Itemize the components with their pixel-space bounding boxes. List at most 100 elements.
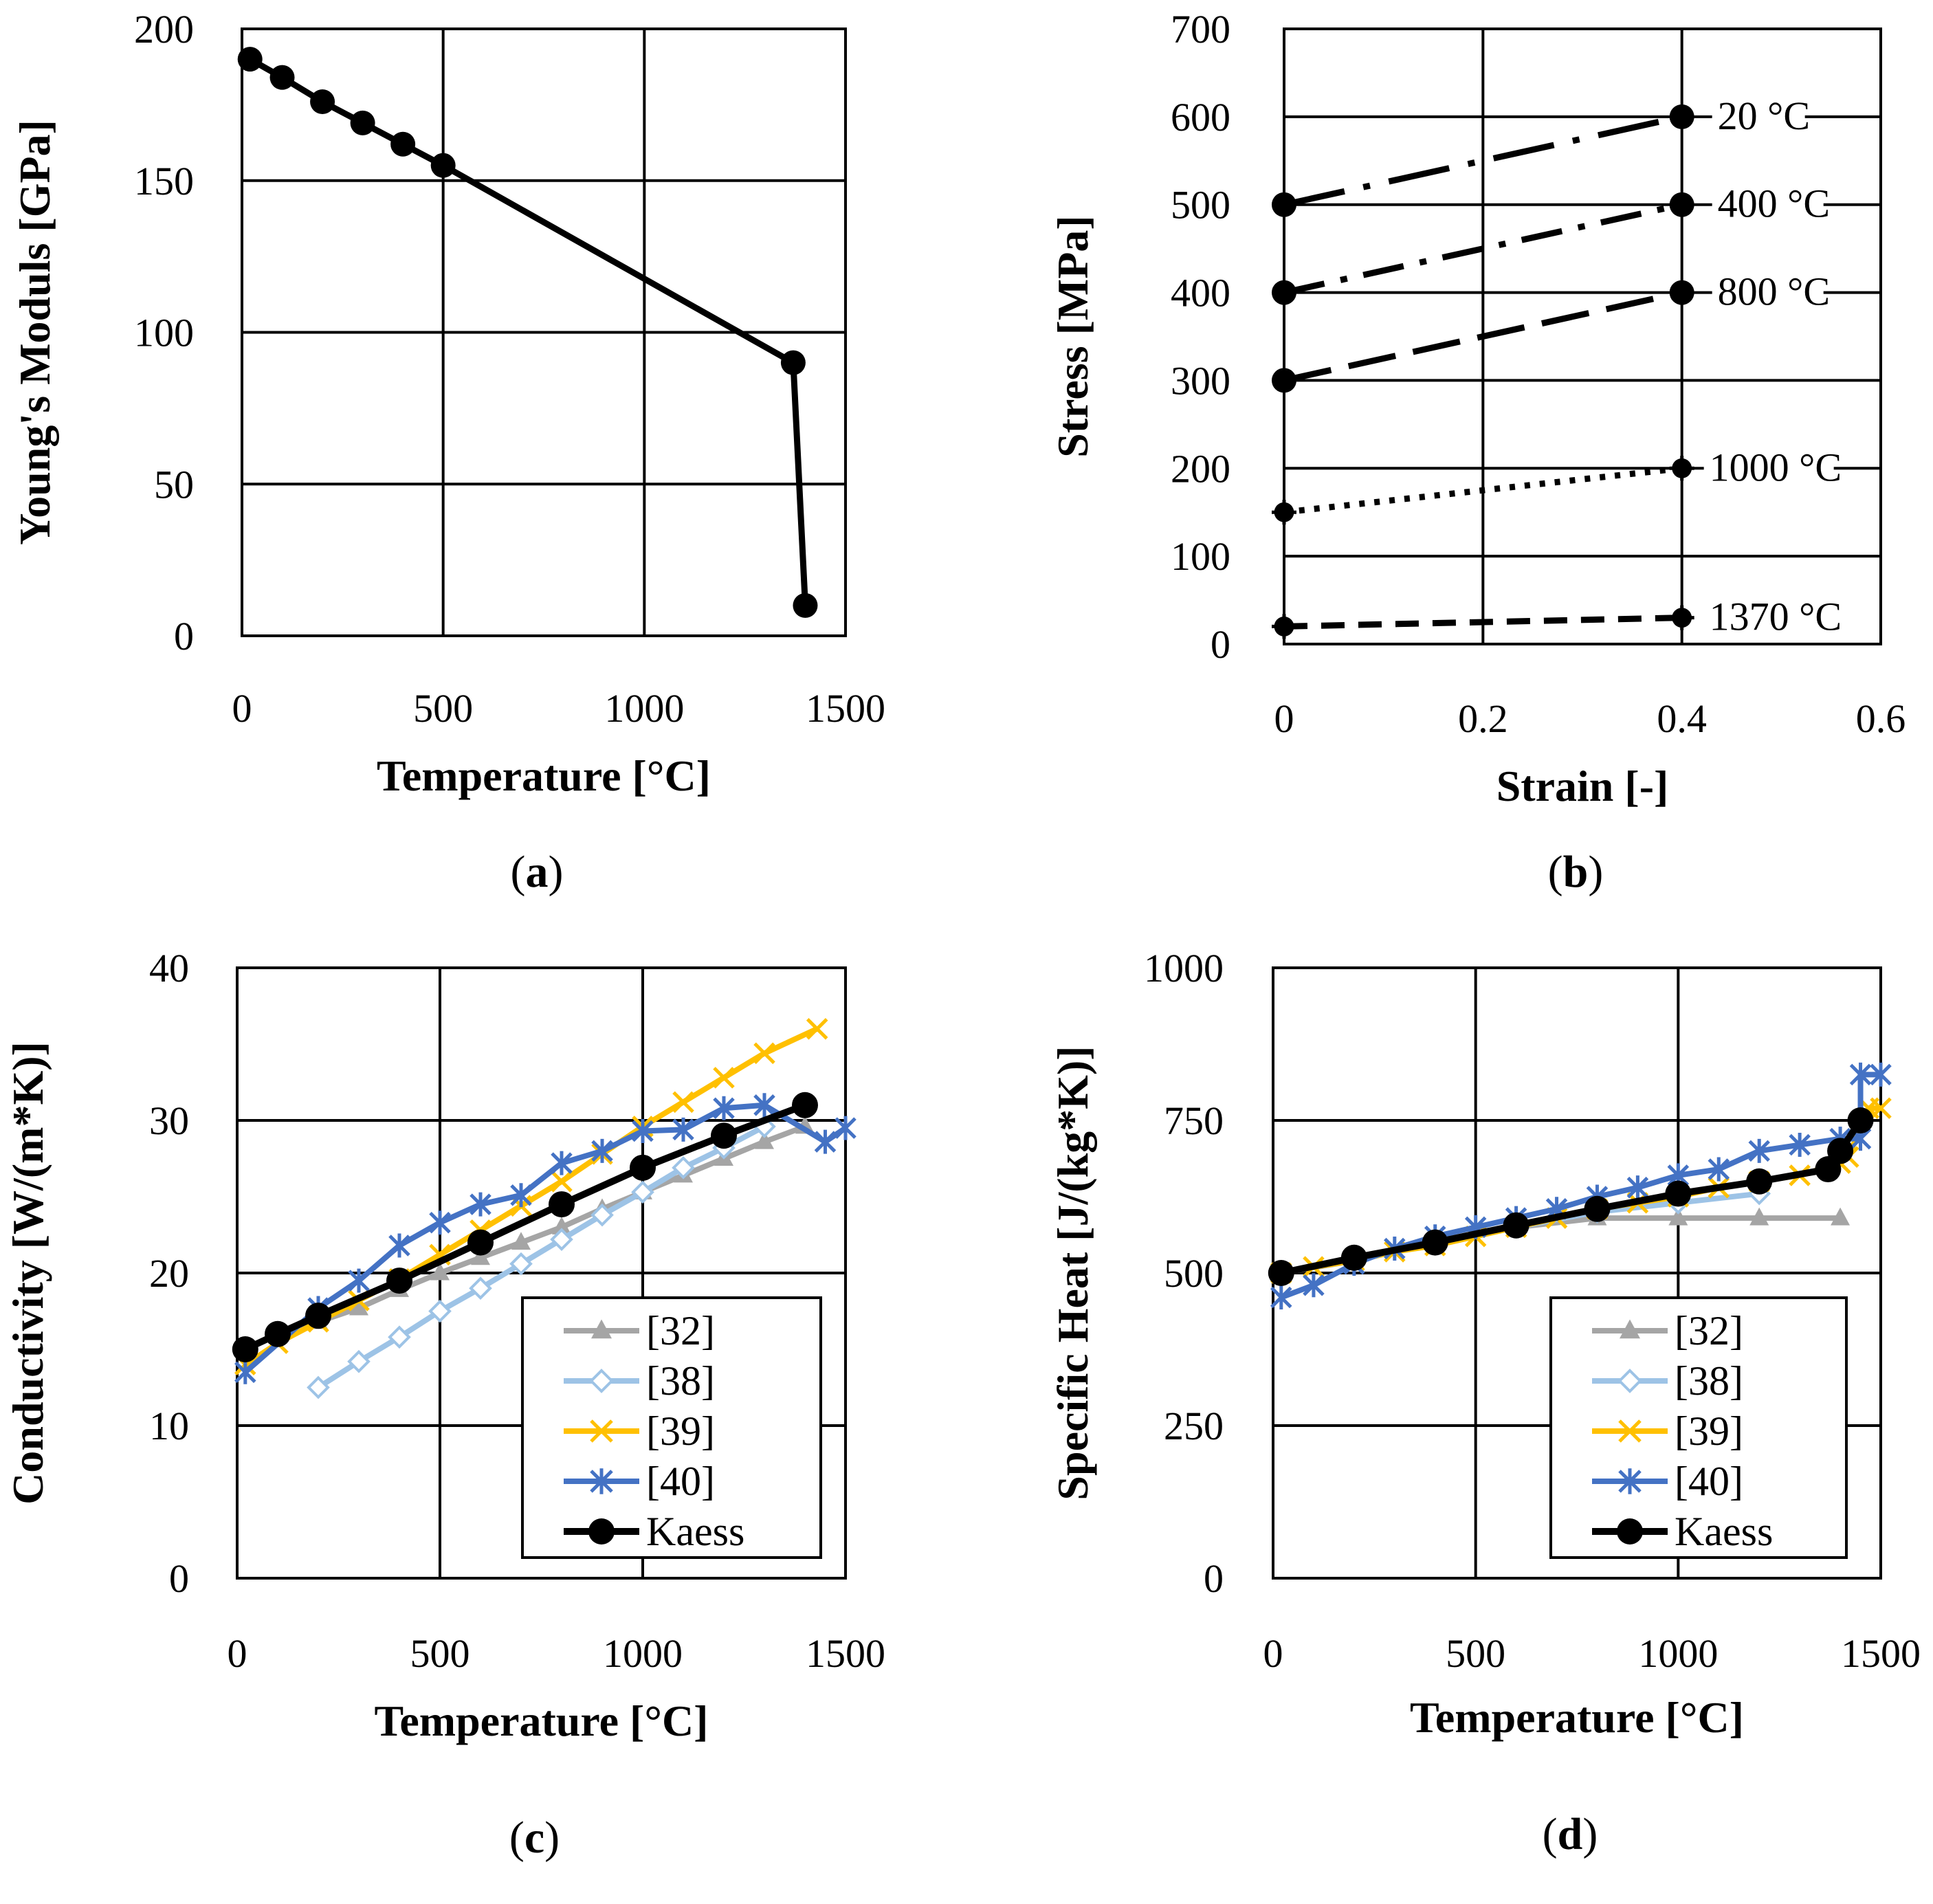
data-point	[1272, 614, 1296, 639]
series-label: 20 °C	[1718, 93, 1810, 138]
data-point	[1669, 605, 1694, 630]
data-point	[755, 1131, 774, 1149]
series-line	[1283, 465, 1683, 516]
series-400-c: 400 °C	[1272, 177, 1830, 305]
x-axis-label: Temperature [°C]	[377, 751, 711, 800]
legend-label: Kaess	[1675, 1509, 1773, 1554]
data-point	[467, 1229, 494, 1256]
x-tick-label: 500	[410, 1631, 470, 1676]
legend-entry: [32]	[564, 1308, 715, 1353]
data-point	[350, 110, 375, 135]
series-1000-c: 1000 °C	[1272, 441, 1842, 525]
chart-c: 0 500 1000 1500 0 10 20 30 40 Temperature [°C] Con…	[3, 946, 885, 1863]
series-label: 400 °C	[1718, 181, 1830, 226]
y-tick-label: 40	[149, 946, 189, 990]
data-point	[428, 1299, 452, 1323]
y-tick-label: 400	[1171, 271, 1230, 316]
legend-entry: [38]	[564, 1358, 715, 1404]
y-tick-label: 250	[1164, 1404, 1224, 1448]
data-point	[1626, 1175, 1649, 1200]
y-tick-label: 200	[134, 7, 194, 52]
x-tick-label: 0	[1263, 1631, 1283, 1676]
data-point	[269, 65, 295, 90]
data-point	[386, 1268, 412, 1294]
y-tick-label: 100	[134, 311, 194, 355]
data-point	[390, 131, 416, 157]
series-label-background	[1712, 177, 1824, 227]
legend-box	[521, 1296, 822, 1559]
data-point	[388, 1325, 411, 1349]
data-point	[713, 1067, 735, 1089]
legend-entry: [32]	[1592, 1308, 1743, 1353]
series-20-c: 20 °C	[1272, 89, 1810, 217]
x-tick-label: 0.2	[1458, 696, 1508, 741]
data-point	[780, 350, 806, 375]
data-point	[511, 1232, 531, 1250]
data-point	[591, 1138, 613, 1163]
legend-box	[1549, 1296, 1848, 1559]
data-point	[388, 1233, 410, 1258]
data-point	[1746, 1168, 1773, 1195]
data-point	[549, 1191, 575, 1218]
data-point	[1503, 1212, 1529, 1239]
data-point	[1422, 1229, 1448, 1256]
data-point	[793, 593, 818, 618]
data-point	[551, 1151, 573, 1175]
series-label-background	[1712, 89, 1805, 139]
y-axis-label: Stress [MPa]	[1048, 215, 1097, 458]
data-point	[550, 1228, 573, 1251]
data-point	[631, 1180, 654, 1204]
legend-entry: [39]	[564, 1408, 715, 1454]
panel-caption: (d)	[1543, 1809, 1598, 1859]
y-tick-label: 0	[1211, 622, 1230, 667]
series-kaess	[232, 1092, 818, 1362]
legend-marker	[590, 1419, 613, 1443]
x-axis-label: Temperature [°C]	[375, 1696, 709, 1745]
chart-d: 0 500 1000 1500 0 250 500 750 1000 Temperature [°…	[1048, 946, 1921, 1859]
legend-label: [32]	[1675, 1308, 1743, 1353]
data-point	[430, 1262, 450, 1281]
y-axis-label: Specific Heat [J/(kg*K)]	[1048, 1045, 1097, 1500]
data-point	[1870, 1062, 1892, 1087]
series-label-background	[1703, 590, 1834, 640]
legend-marker	[1618, 1419, 1642, 1443]
y-tick-label: 500	[1171, 183, 1230, 228]
x-tick-label: 0	[232, 686, 252, 731]
x-tick-label: 1000	[604, 686, 684, 731]
chart-b: 0 0.2 0.4 0.6 0 100 200 300 400 500 600 700 Strain […	[1048, 7, 1906, 897]
y-tick-label: 50	[154, 462, 194, 507]
data-point	[1870, 1097, 1892, 1120]
y-tick-label: 10	[149, 1404, 189, 1448]
x-axis-label: Temperature [°C]	[1410, 1693, 1744, 1742]
legend-label: Kaess	[646, 1509, 744, 1554]
series-label: 800 °C	[1718, 269, 1830, 314]
y-tick-label: 300	[1171, 358, 1230, 403]
panel-caption: (b)	[1548, 847, 1604, 897]
chart-a: 0 500 1000 1500 0 50 100 150 200 Temperature [°C]…	[10, 7, 885, 897]
x-tick-label: 1000	[1638, 1631, 1718, 1676]
data-point	[552, 1217, 571, 1235]
data-point	[672, 1117, 694, 1142]
series-line	[1283, 201, 1683, 296]
series-800-c: 800 °C	[1272, 265, 1830, 393]
legend-marker	[591, 1319, 612, 1339]
legend-marker	[589, 1369, 614, 1393]
legend-marker	[1618, 1468, 1642, 1494]
data-point	[1669, 104, 1694, 129]
data-point	[630, 1154, 656, 1181]
data-point	[470, 1192, 491, 1217]
x-tick-label: 0	[1274, 696, 1294, 741]
legend-label: [39]	[1675, 1408, 1743, 1454]
x-tick-label: 500	[1446, 1631, 1505, 1676]
data-point	[713, 1096, 735, 1120]
data-point	[1748, 1138, 1770, 1163]
legend-entry: [40]	[1592, 1459, 1743, 1504]
data-point	[1272, 280, 1296, 305]
data-point	[1789, 1133, 1811, 1158]
legend-label: [38]	[646, 1358, 715, 1404]
y-tick-label: 0	[169, 1556, 189, 1601]
data-point	[1847, 1107, 1874, 1133]
y-tick-label: 600	[1171, 95, 1230, 140]
legend: [32] [38][39] [40] Kaess	[521, 1296, 822, 1559]
